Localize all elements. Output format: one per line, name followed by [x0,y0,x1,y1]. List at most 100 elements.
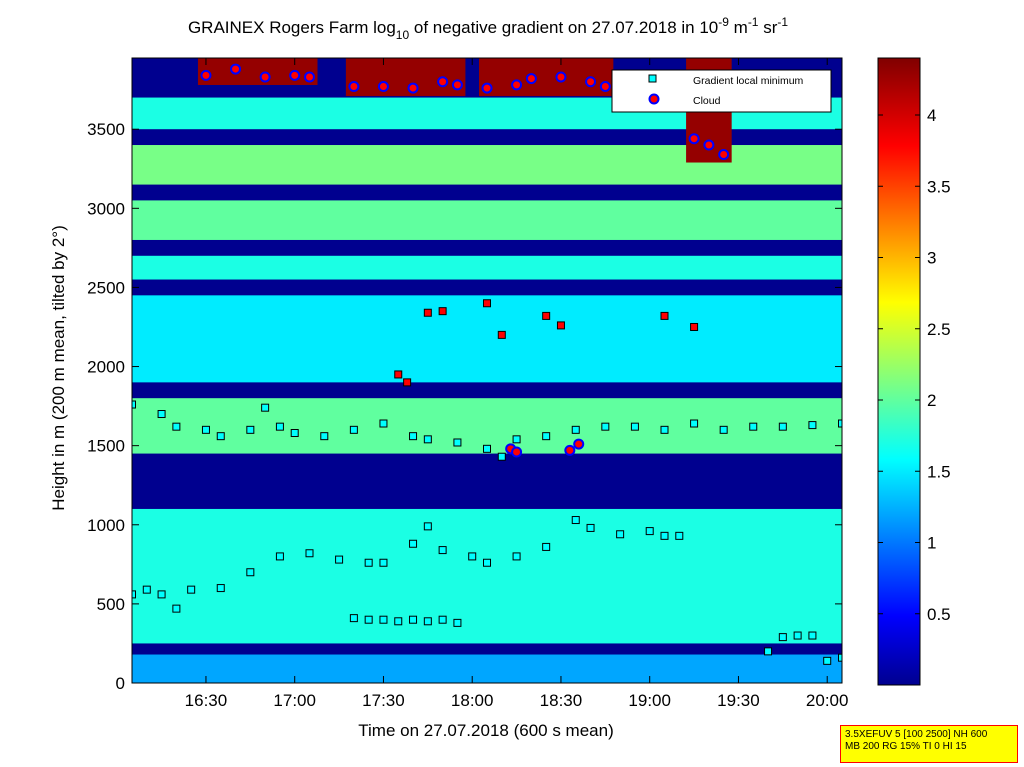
y-tick-label: 1000 [87,516,125,535]
gradient-minimum-point [438,615,447,624]
gradient-minimum-point [403,378,412,387]
title-log-base: 10 [396,28,410,42]
gradient-minimum-point [660,425,669,434]
x-tick-label: 19:00 [628,691,671,710]
y-axis: 0 500 1000 1500 2000 2500 3000 3500 [87,120,842,693]
cloud-point [481,82,493,94]
x-tick-label: 18:00 [451,691,494,710]
legend-box [611,69,832,113]
x-tick-label: 17:30 [362,691,405,710]
heat-band-2200m [132,295,842,383]
gradient-minimum-point [512,435,521,444]
gradient-minimum-point [246,425,255,434]
gradient-minimum-point [571,516,580,525]
colorbar-tick-label: 2.5 [927,320,951,339]
gradient-minimum-point [305,549,314,558]
gradient-minimum-point [423,308,432,317]
cloud-point [348,80,360,92]
gradient-minimum-point [764,647,773,656]
gradient-minimum-point [423,522,432,531]
colorbar-tick-label: 3 [927,249,936,268]
heat-cloud-streak [345,58,466,97]
gradient-minimum-point [157,410,166,419]
heat-band-boundary-layer [132,508,842,644]
gradient-minimum-point [483,299,491,308]
title-unit1: m [729,18,748,37]
x-tick-label: 16:30 [185,691,228,710]
colorbar-tick-label: 4 [927,106,936,125]
gradient-minimum-point [542,311,551,320]
y-tick-label: 1500 [87,437,125,456]
gradient-minimum-point [838,419,842,428]
gradient-minimum-point [601,422,610,431]
cloud-point [200,69,212,81]
colorbar-tick-label: 1 [927,534,936,553]
gradient-minimum-point [438,307,447,316]
gradient-minimum-point [778,422,787,431]
gradient-minimum-point [394,370,403,379]
heat-band-2900m [132,200,842,240]
cloud-point [511,446,523,458]
gradient-minimum-point [172,422,181,431]
gradient-minimum-point [379,558,388,567]
cloud-point [718,149,730,161]
gradient-minimum-point [275,422,284,431]
legend-label-cloud: Cloud [693,95,721,107]
plot-frame [131,57,843,684]
gradient-minimum-point [675,531,684,540]
heatmap-plot [132,58,842,683]
gradient-minimum-point [394,617,403,626]
cloud-point [304,71,315,83]
cloud-point [511,79,523,91]
x-axis: 16:30 17:00 17:30 18:00 18:30 19:00 19:30 20:00 [185,58,849,710]
gradient-minimum-point [275,552,284,561]
chart-title: GRAINEX Rogers Farm log10 of negative gr… [188,15,788,42]
y-axis-label: Height in m (200 m mean, tilted by 2°) [49,225,68,511]
heat-band-2600m [132,255,842,280]
colorbar-tick-label: 1.5 [927,462,951,481]
colorbar-gradient [877,57,921,686]
gradient-minimum-point [719,425,728,434]
colorbar-tick-label: 0.5 [927,605,951,624]
cloud-point [230,63,242,75]
gradient-minimum-point [423,617,432,626]
y-tick-label: 0 [116,674,125,693]
gradient-minimum-point [423,435,432,444]
y-tick-label: 2500 [87,278,125,297]
gradient-minimum-point [483,444,491,453]
gradient-minimum-point [142,585,151,594]
gradient-minimum-point [512,552,521,561]
cloud-point [437,76,449,88]
colorbar: 0.5 1 1.5 2 2.5 3 3.5 4 [877,57,951,686]
cloud-point [525,73,537,85]
heat-band-3300m [132,145,842,185]
gradient-minimum-point [556,321,565,330]
gradient-minimum-point [838,653,842,662]
legend-marker-cloud [648,93,660,105]
colorbar-ticks: 0.5 1 1.5 2 2.5 3 3.5 4 [878,106,951,624]
gradient-minimum-point [187,585,196,594]
x-tick-label: 20:00 [806,691,849,710]
gradient-minimum-point [132,590,136,599]
x-tick-label: 18:30 [540,691,583,710]
gradient-minimum-point [172,604,181,613]
gradient-minimum-point [542,542,551,551]
gradient-minimum-point [320,432,329,441]
gradient-minimum-point [453,618,462,627]
gradient-minimum-point [453,438,462,447]
gradient-minimum-point [778,633,787,642]
gradient-minimum-point [808,631,817,640]
gradient-minimum-point [808,421,817,430]
y-tick-label: 500 [97,595,125,614]
gradient-minimum-point [630,422,639,431]
gradient-minimum-point [823,656,832,665]
x-tick-label: 17:00 [273,691,316,710]
gradient-minimum-point [483,558,491,567]
gradient-minimum-point [497,452,506,461]
gradient-minimum-point [616,530,625,539]
gradient-minimum-point [216,584,225,593]
gradient-minimum-point [660,531,669,540]
parameter-info-box: 3.5XEFUV 5 [100 2500] NH 600 MB 200 RG 1… [840,725,1018,763]
gradient-minimum-point [290,429,299,437]
